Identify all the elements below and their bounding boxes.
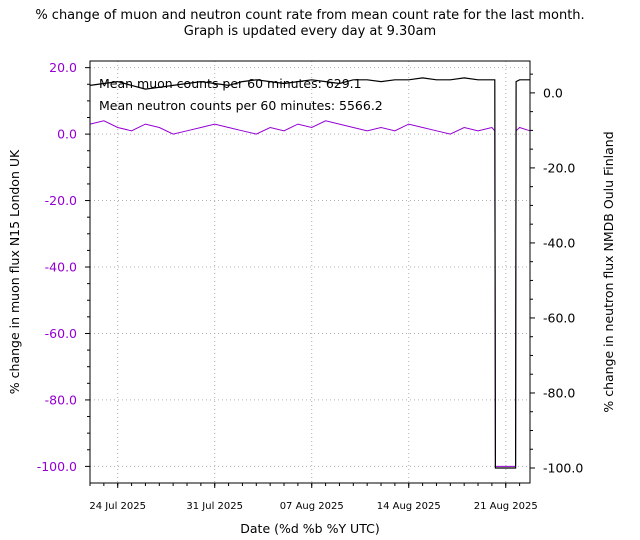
- y-right-tick-label: 0.0: [543, 85, 563, 100]
- series-line-muon: [89, 120, 531, 467]
- x-axis: 24 Jul 2025 31 Jul 2025 07 Aug 2025 14 Aug …: [89, 483, 538, 512]
- x-tick-label: 24 Jul 2025: [89, 501, 146, 512]
- y-right-tick-label: -40.0: [543, 235, 575, 250]
- x-tick-label: 31 Jul 2025: [186, 501, 243, 512]
- y-left-tick-label: -40.0: [45, 260, 77, 275]
- x-tick-label: 14 Aug 2025: [377, 501, 441, 512]
- annotation-mean-neutron: Mean neutron counts per 60 minutes: 5566…: [99, 98, 383, 113]
- x-tick-label: 07 Aug 2025: [280, 501, 344, 512]
- y-right-tick-label: -20.0: [543, 160, 575, 175]
- y-left-tick-label: -60.0: [45, 326, 77, 341]
- y-right-tick-label: -60.0: [543, 310, 575, 325]
- series-line-neutron: [89, 77, 530, 469]
- plot-area-frame: [89, 60, 531, 484]
- y-left-tick-label: 20.0: [49, 60, 77, 75]
- y-left-tick-label: -100.0: [37, 459, 77, 474]
- gridlines: [90, 61, 530, 483]
- y-axis-right-label: % change in neutron flux NMDB Oulu Finla…: [601, 131, 616, 412]
- x-axis-label: Date (%d %b %Y UTC): [240, 521, 379, 536]
- x-tick-label: 21 Aug 2025: [474, 501, 538, 512]
- left-axis: 20.0 0.0 -20.0 -40.0 -60.0 -80.0 -100.0: [37, 60, 90, 474]
- chart-subtitle: Graph is updated every day at 9.30am: [184, 24, 436, 39]
- annotation-mean-muon: Mean muon counts per 60 minutes: 629.1: [99, 76, 362, 91]
- y-right-tick-label: -80.0: [543, 385, 575, 400]
- right-axis: 0.0 -20.0 -40.0 -60.0 -80.0 -100.0: [530, 73, 583, 475]
- y-left-tick-label: -80.0: [45, 392, 77, 407]
- y-left-tick-label: -20.0: [45, 193, 77, 208]
- y-right-tick-label: -100.0: [543, 460, 583, 475]
- chart-title: % change of muon and neutron count rate …: [35, 8, 584, 23]
- y-axis-left-label: % change in muon flux N15 London UK: [7, 149, 22, 394]
- series-layer: [89, 77, 531, 469]
- y-left-tick-label: 0.0: [57, 127, 77, 142]
